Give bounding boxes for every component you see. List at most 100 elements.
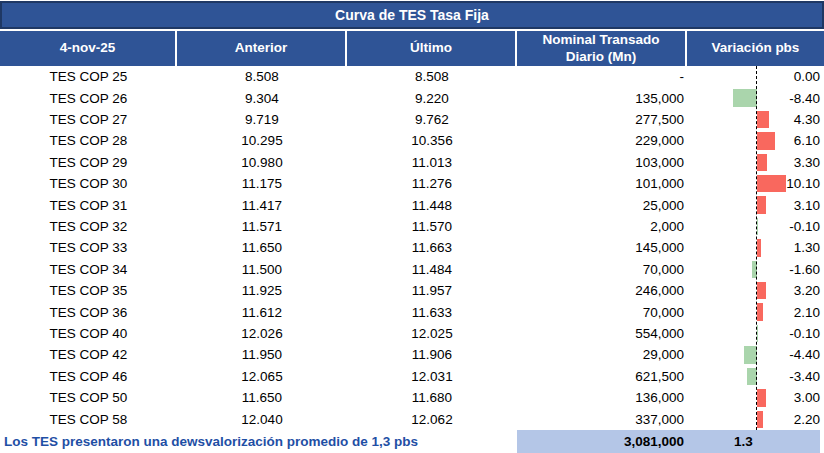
nominal-cell: 246,000 [517,283,687,298]
table-row: TES COP 31 11.417 11.448 25,000 3.10 [0,194,824,215]
variacion-value: 2.10 [794,305,820,320]
variacion-cell: 3.20 [687,280,824,301]
ultimo-cell: 11.663 [347,240,517,255]
table-title-label: Curva de TES Tasa Fija [335,7,489,23]
variacion-value: 2.20 [794,412,820,427]
bond-name-cell: TES COP 33 [0,240,177,255]
ultimo-cell: 11.448 [347,198,517,213]
bond-name-cell: TES COP 27 [0,112,177,127]
variacion-cell: -8.40 [687,87,824,108]
variacion-cell: -0.10 [687,216,824,237]
bond-name-cell: TES COP 28 [0,133,177,148]
bond-name-cell: TES COP 35 [0,283,177,298]
nominal-cell: 554,000 [517,326,687,341]
anterior-cell: 12.026 [177,326,347,341]
variacion-value: -0.10 [789,326,820,341]
anterior-cell: 11.417 [177,198,347,213]
bond-name-cell: TES COP 36 [0,305,177,320]
ultimo-cell: 10.356 [347,133,517,148]
anterior-cell: 11.571 [177,219,347,234]
total-nominal-value: 3,081,000 [517,430,687,453]
variation-bar [757,196,766,213]
table-row: TES COP 46 12.065 12.031 621,500 -3.40 [0,366,824,387]
variacion-cell: 6.10 [687,130,824,151]
ultimo-cell: 11.906 [347,347,517,362]
anterior-cell: 11.612 [177,305,347,320]
bond-name-cell: TES COP 30 [0,176,177,191]
column-header-date: 4-nov-25 [0,31,177,66]
average-variation-value: 1.3 [687,430,800,453]
variacion-value: 1.30 [794,240,820,255]
anterior-cell: 12.065 [177,369,347,384]
table-row: TES COP 35 11.925 11.957 246,000 3.20 [0,280,824,301]
ultimo-cell: 11.957 [347,283,517,298]
variacion-value: 10.10 [786,176,820,191]
tes-rate-table: Curva de TES Tasa Fija 4-nov-25 Anterior… [0,0,824,453]
table-row: TES COP 29 10.980 11.013 103,000 3.30 [0,152,824,173]
variacion-value: 4.30 [794,112,820,127]
variacion-value: 3.20 [794,283,820,298]
anterior-cell: 9.719 [177,112,347,127]
ultimo-cell: 12.062 [347,412,517,427]
variacion-cell: -0.10 [687,323,824,344]
table-row: TES COP 32 11.571 11.570 2,000 -0.10 [0,216,824,237]
table-body: TES COP 25 8.508 8.508 - 0.00 TES COP 26… [0,66,824,430]
variation-bar [757,154,767,171]
variation-bar [757,175,786,192]
bond-name-cell: TES COP 40 [0,326,177,341]
nominal-cell: 103,000 [517,155,687,170]
table-row: TES COP 28 10.295 10.356 229,000 6.10 [0,130,824,151]
anterior-cell: 12.040 [177,412,347,427]
variacion-value: 3.10 [794,198,820,213]
variation-bar [757,389,766,406]
anterior-cell: 10.295 [177,133,347,148]
anterior-cell: 11.650 [177,390,347,405]
table-row: TES COP 40 12.026 12.025 554,000 -0.10 [0,323,824,344]
variacion-cell: -4.40 [687,344,824,365]
bond-name-cell: TES COP 29 [0,155,177,170]
nominal-cell: 621,500 [517,369,687,384]
ultimo-cell: 11.633 [347,305,517,320]
ultimo-cell: 12.031 [347,369,517,384]
variacion-value: 3.30 [794,155,820,170]
variation-bar [757,303,763,320]
anterior-cell: 9.304 [177,91,347,106]
variation-bar [752,261,757,278]
column-header-variacion: Variación pbs [687,31,824,66]
bond-name-cell: TES COP 46 [0,369,177,384]
variacion-value: -3.40 [789,369,820,384]
nominal-cell: 25,000 [517,198,687,213]
nominal-cell: 145,000 [517,240,687,255]
variacion-cell: 1.30 [687,237,824,258]
variation-bar [747,368,757,385]
variation-bar [744,346,757,363]
bond-name-cell: TES COP 34 [0,262,177,277]
anterior-cell: 11.175 [177,176,347,191]
column-header-anterior: Anterior [177,31,347,66]
ultimo-cell: 9.762 [347,112,517,127]
column-header-nominal: Nominal Transado Diario (Mn) [517,31,687,66]
variacion-value: -4.40 [789,347,820,362]
bond-name-cell: TES COP 26 [0,91,177,106]
column-header-row: 4-nov-25 Anterior Último Nominal Transad… [0,31,824,66]
table-row: TES COP 50 11.650 11.680 136,000 3.00 [0,387,824,408]
bond-name-cell: TES COP 58 [0,412,177,427]
nominal-cell: 277,500 [517,112,687,127]
variacion-value: -1.60 [789,262,820,277]
table-row: TES COP 42 11.950 11.906 29,000 -4.40 [0,344,824,365]
variacion-value: 0.00 [794,69,820,84]
variacion-value: -8.40 [789,91,820,106]
nominal-cell: 101,000 [517,176,687,191]
bond-name-cell: TES COP 42 [0,347,177,362]
nominal-cell: 135,000 [517,91,687,106]
summary-note: Los TES presentaron una dewsvalorización… [4,430,418,453]
nominal-cell: - [517,69,687,84]
bond-name-cell: TES COP 50 [0,390,177,405]
variacion-value: -0.10 [789,219,820,234]
variacion-cell: 4.30 [687,109,824,130]
anterior-cell: 11.950 [177,347,347,362]
ultimo-cell: 9.220 [347,91,517,106]
nominal-cell: 229,000 [517,133,687,148]
column-header-ultimo: Último [347,31,517,66]
variation-bar [757,239,761,256]
